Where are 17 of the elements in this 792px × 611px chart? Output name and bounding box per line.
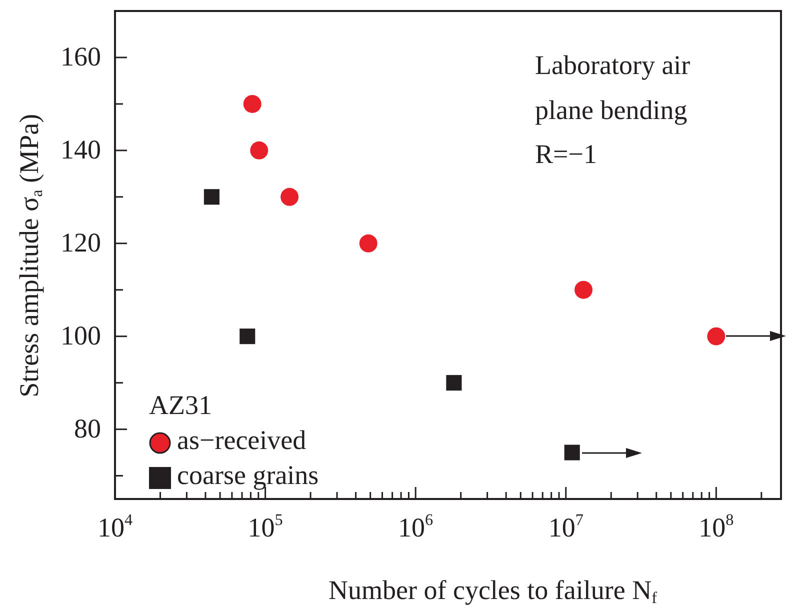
- x-tick-label: 10$^{5}$: [248, 511, 283, 544]
- annotation: Laboratory air: [535, 50, 690, 80]
- y-tick-label: 160: [60, 42, 101, 73]
- y-tick-label: 120: [60, 228, 101, 259]
- legend-label: as−received: [176, 424, 308, 457]
- y-tick-label: 140: [60, 134, 101, 166]
- legend-title: AZ31: [149, 388, 213, 422]
- y-tick-label: 100: [60, 320, 101, 352]
- y-tick-label: 80: [74, 414, 101, 445]
- x-axis-title: Number of cycles to failure N$_{f}$: [328, 575, 658, 608]
- x-tick-label: 10$^{6}$: [398, 511, 434, 544]
- x-tick-label: 10$^{4}$: [97, 511, 133, 544]
- annotation: R=−1: [535, 139, 597, 170]
- x-tick-label: 10$^{8}$: [698, 511, 734, 544]
- x-tick-label: 10$^{7}$: [548, 511, 584, 544]
- annotation: plane bending: [535, 94, 688, 125]
- legend-label: coarse grains: [176, 458, 319, 492]
